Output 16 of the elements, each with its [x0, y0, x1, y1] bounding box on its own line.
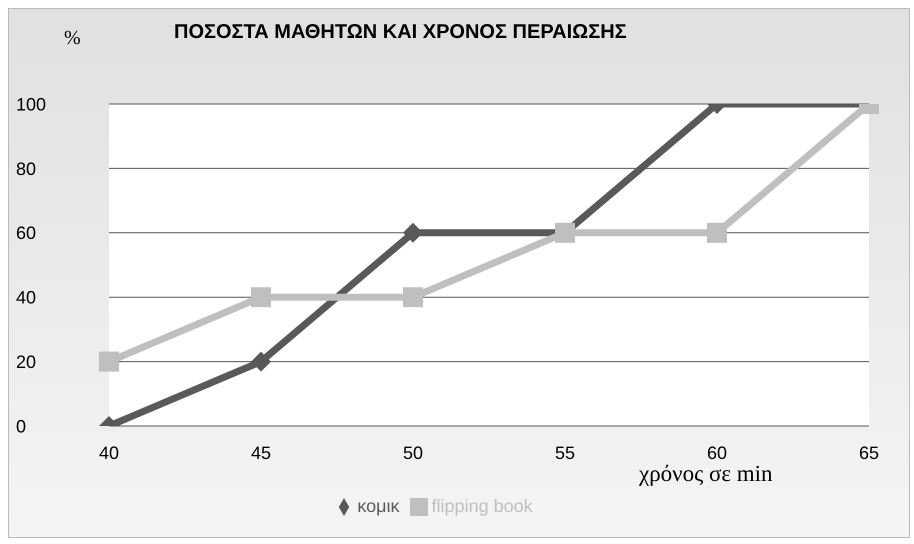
legend-label: κομικ — [357, 496, 400, 516]
chart-title: ΠΟΣΟΣΤΑ ΜΑΘΗΤΩΝ ΚΑΙ ΧΡΟΝΟΣ ΠΕΡΑΙΩΣΗΣ — [174, 21, 627, 44]
y-tick-label: 100 — [16, 94, 46, 114]
x-axis-title: χρόνος σε min — [639, 461, 773, 487]
y-axis-title: % — [64, 27, 81, 50]
y-tick-label: 20 — [16, 352, 36, 372]
y-tick-label: 0 — [16, 416, 26, 436]
y-tick-label: 60 — [16, 223, 36, 244]
x-tick-label: 50 — [402, 442, 424, 463]
x-tick-label: 60 — [706, 442, 728, 463]
x-tick-label: 55 — [554, 442, 576, 463]
x-tick-label: 65 — [858, 442, 880, 463]
y-tick-label: 80 — [16, 158, 36, 179]
x-tick-label: 40 — [98, 442, 120, 463]
x-tick-label: 45 — [250, 442, 272, 463]
y-tick-label: 40 — [16, 288, 36, 308]
